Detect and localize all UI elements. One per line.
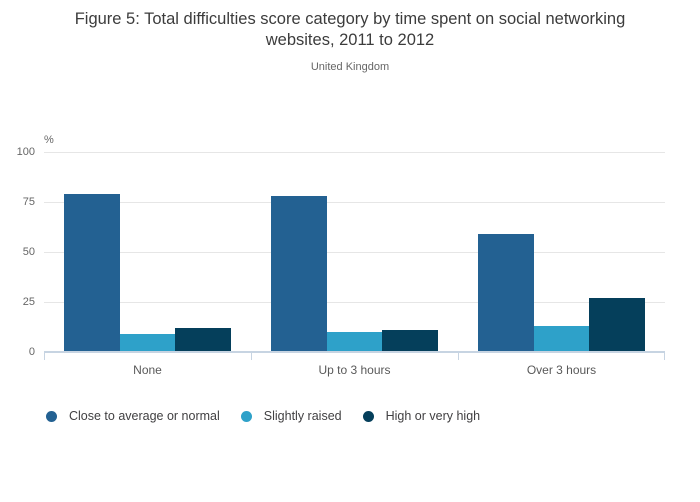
chart-title: Figure 5: Total difficulties score categ… [74,10,626,49]
x-axis-label-over-3-hours: Over 3 hours [526,363,597,377]
x-axis-tick [251,351,252,360]
bar-none-high-or-very-high[interactable] [175,328,231,352]
legend-label-high-or-very-high: High or very high [385,409,481,423]
bar-up-to-3-hours-close-to-average-or-normal[interactable] [271,196,327,352]
y-axis-unit-label: % [44,134,54,146]
legend-label-slightly-raised: Slightly raised [263,409,342,423]
y-axis-tick-label-0: 0 [28,346,35,358]
bar-up-to-3-hours-slightly-raised[interactable] [326,332,383,352]
x-axis-label-none: None [133,363,162,377]
y-axis-tick-label-50: 50 [22,246,35,258]
legend-item-slightly-raised[interactable]: Slightly raised [240,409,342,423]
bar-none-close-to-average-or-normal[interactable] [64,194,120,352]
gridline-50 [44,252,665,253]
legend-marker-icon [46,410,57,422]
legend-item-close-to-average-or-normal[interactable]: Close to average or normal [46,409,220,423]
x-axis-line [44,351,665,353]
x-axis-label-up-to-3-hours: Up to 3 hours [318,363,391,377]
plot-area: 0 25 50 75 100 None Up to 3 hours Over 3 hours [17,146,665,377]
legend-item-high-or-very-high[interactable]: High or very high [362,409,481,423]
bar-none-slightly-raised[interactable] [119,334,176,352]
bar-over-3-hours-close-to-average-or-normal[interactable] [478,234,534,352]
y-axis-tick-label-100: 100 [16,146,35,158]
x-axis-tick [458,351,459,360]
y-axis-tick-label-25: 25 [22,296,35,308]
legend-marker-icon [362,410,374,422]
legend-marker-icon [240,410,252,422]
gridline-75 [44,202,665,203]
chart-legend: Close to average or normal Slightly raise… [46,409,480,423]
chart-subtitle: United Kingdom [310,61,390,73]
x-axis-tick [664,351,665,360]
gridline-100 [44,152,665,153]
bar-over-3-hours-high-or-very-high[interactable] [589,298,645,352]
y-axis-tick-label-75: 75 [22,196,35,208]
gridline-25 [44,302,665,303]
bar-over-3-hours-slightly-raised[interactable] [533,326,590,352]
x-axis-tick [44,351,45,360]
bar-up-to-3-hours-high-or-very-high[interactable] [382,330,438,352]
legend-label-close-to-average-or-normal: Close to average or normal [69,409,220,423]
